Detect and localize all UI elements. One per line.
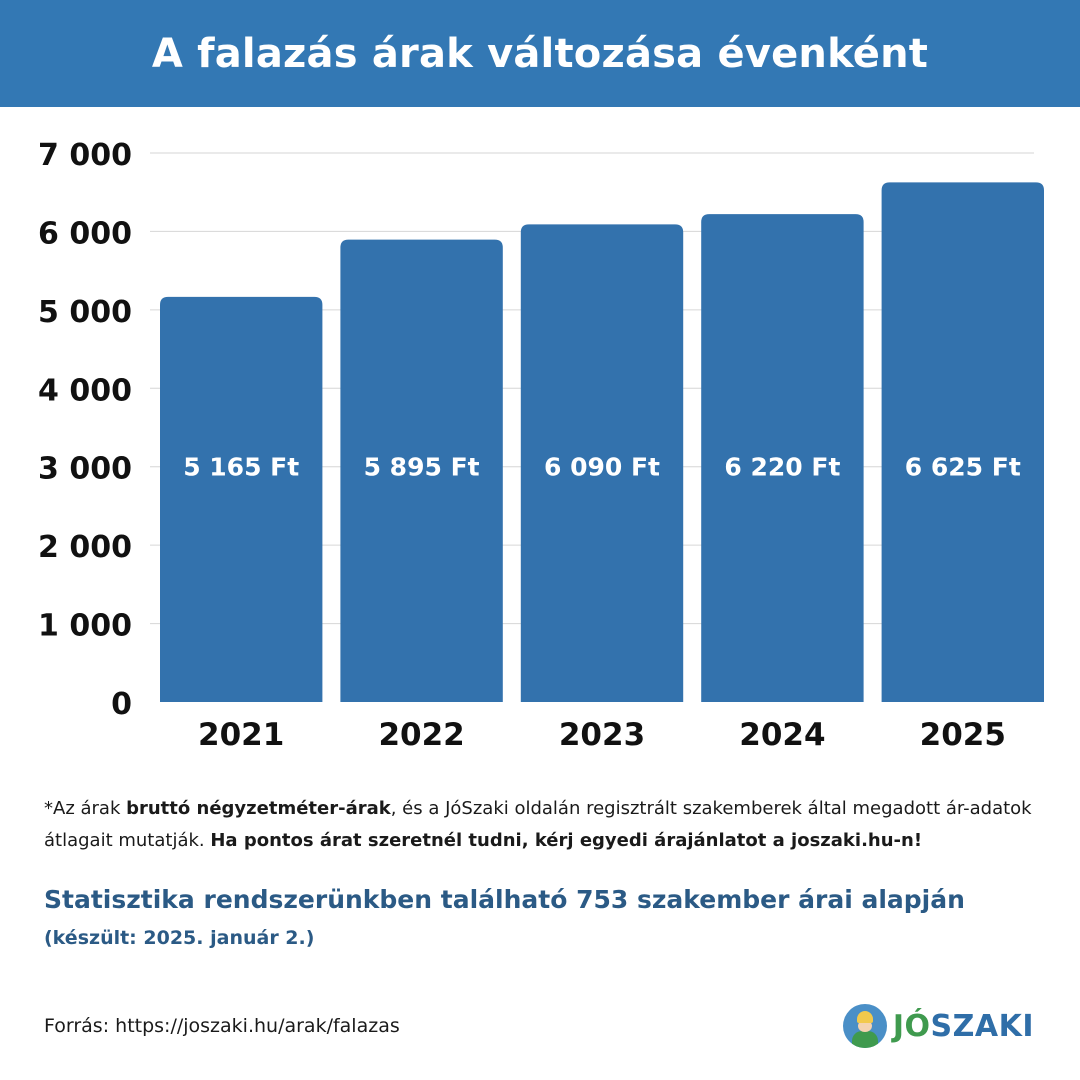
y-axis-ticks: 0 1 000 2 000 3 000 4 000 5 000 6 000 7 000 bbox=[38, 138, 132, 722]
y-tick-label: 6 000 bbox=[38, 216, 132, 251]
x-tick-label: 2023 bbox=[559, 717, 645, 753]
x-axis-ticks: 2021 2022 2023 2024 2025 bbox=[198, 717, 1006, 753]
bar-2023 bbox=[520, 224, 684, 702]
bar-2022 bbox=[340, 239, 503, 702]
chart-title: A falazás árak változása évenként bbox=[151, 30, 929, 77]
price-footnote: *Az árak bruttó négyzetméter-árak, és a … bbox=[44, 793, 1044, 857]
source-url: Forrás: https://joszaki.hu/arak/falazas bbox=[44, 1015, 400, 1037]
footnote-text-1: *Az árak bbox=[44, 798, 127, 819]
bar-2024 bbox=[701, 214, 864, 702]
joszaki-logo: JÓSZAKI bbox=[842, 1004, 1034, 1048]
y-tick-label: 5 000 bbox=[38, 295, 132, 330]
title-banner: A falazás árak változása évenként bbox=[0, 0, 1080, 107]
bar-value-labels: 5 165 Ft 5 895 Ft 6 090 Ft 6 220 Ft 6 625 Ft bbox=[183, 453, 1021, 482]
bar-value-label: 6 625 Ft bbox=[905, 453, 1021, 482]
y-tick-label: 4 000 bbox=[38, 373, 132, 408]
statistics-basis: Statisztika rendszerünkben található 753… bbox=[44, 885, 965, 914]
bar-value-label: 6 220 Ft bbox=[724, 453, 840, 482]
bar-2021 bbox=[160, 296, 323, 702]
y-tick-label: 0 bbox=[111, 687, 132, 722]
x-tick-label: 2022 bbox=[378, 717, 464, 753]
bar-value-label: 6 090 Ft bbox=[544, 453, 660, 482]
y-tick-label: 7 000 bbox=[38, 138, 132, 173]
craftsman-avatar-icon bbox=[842, 1004, 887, 1048]
y-tick-label: 1 000 bbox=[38, 609, 132, 644]
footnote-text-2: , és a JóSzaki oldalán regisztrált szake… bbox=[44, 798, 1032, 851]
statistics-info: Statisztika rendszerünkben található 753… bbox=[44, 880, 965, 956]
x-tick-label: 2025 bbox=[920, 717, 1006, 753]
y-tick-label: 2 000 bbox=[38, 530, 132, 565]
footnote-bold-1: bruttó négyzetméter-árak bbox=[126, 798, 391, 819]
bar-value-label: 5 895 Ft bbox=[364, 453, 480, 482]
y-tick-label: 3 000 bbox=[38, 452, 132, 487]
bar-value-label: 5 165 Ft bbox=[183, 453, 299, 482]
bar-2025 bbox=[881, 182, 1044, 702]
logo-wordmark: JÓSZAKI bbox=[892, 1008, 1034, 1044]
x-tick-label: 2024 bbox=[739, 717, 825, 753]
statistics-date: (készült: 2025. január 2.) bbox=[44, 927, 315, 949]
footnote-bold-2: Ha pontos árat szeretnél tudni, kérj egy… bbox=[210, 830, 923, 851]
bars bbox=[160, 182, 1044, 702]
bar-chart: 0 1 000 2 000 3 000 4 000 5 000 6 000 7 000 5 1… bbox=[38, 138, 1044, 753]
x-tick-label: 2021 bbox=[198, 717, 284, 753]
